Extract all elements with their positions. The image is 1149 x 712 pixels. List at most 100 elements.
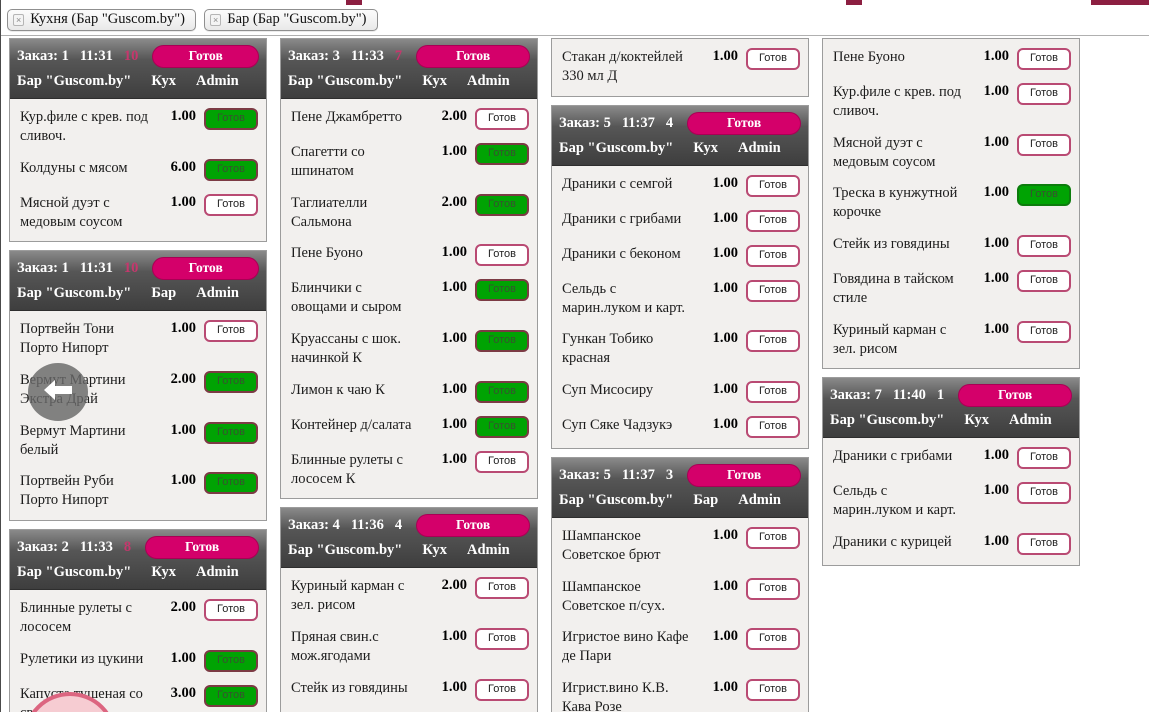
order-header-line: Заказ: 4 11:36 4 Готов xyxy=(288,514,530,538)
item-quantity: 1.00 xyxy=(983,533,1009,550)
item-ready-button[interactable]: Готов xyxy=(1017,533,1071,556)
item-ready-button[interactable]: Готов xyxy=(1017,320,1071,343)
item-ready-button[interactable]: Готов xyxy=(746,679,800,702)
item-ready-button[interactable]: Готов xyxy=(204,599,258,622)
order-item-row: Суп Мисосиру 1.00 Готов xyxy=(552,374,808,409)
item-ready-button[interactable]: Готов xyxy=(475,143,529,165)
item-ready-button[interactable]: Готов xyxy=(204,371,258,394)
item-ready-button[interactable]: Готов xyxy=(746,577,800,600)
board-column-1: Заказ: 1 11:31 10 Готов Бар "Guscom.by" Кух Ad… xyxy=(9,38,267,712)
order-ready-button[interactable]: Готов xyxy=(687,111,801,135)
item-ready-button[interactable]: Готов xyxy=(746,381,800,404)
user-name: Admin xyxy=(466,73,510,89)
order-card-header: Заказ: 4 11:36 4 Готов Бар "Guscom.by" Кух Adm… xyxy=(281,508,537,569)
orders-board: Заказ: 1 11:31 10 Готов Бар "Guscom.by" Кух Ad… xyxy=(9,38,1080,712)
order-ready-button[interactable]: Готов xyxy=(416,45,530,68)
order-item-row: Стакан д/коктейлей 330 мл Д 1.00 Готов xyxy=(552,41,808,92)
tab-bar[interactable]: × Бар (Бар "Guscom.by") xyxy=(204,9,378,31)
item-quantity: 1.00 xyxy=(712,416,738,433)
item-quantity: 1.00 xyxy=(712,628,738,645)
item-ready-button[interactable]: Готов xyxy=(475,244,529,267)
order-items: Куриный карман с зел. рисом 2.00 Готов Прян… xyxy=(281,568,537,712)
item-name: Стейк из говядины xyxy=(833,236,950,253)
item-ready-button[interactable]: Готов xyxy=(204,684,258,707)
item-ready-button[interactable]: Готов xyxy=(475,330,529,353)
item-ready-button[interactable]: Готов xyxy=(1017,482,1071,505)
item-ready-button[interactable]: Готов xyxy=(475,415,529,438)
item-ready-button[interactable]: Готов xyxy=(204,158,258,181)
item-ready-button[interactable]: Готов xyxy=(204,421,258,444)
order-time: 11:33 xyxy=(79,539,113,556)
item-ready-button[interactable]: Готов xyxy=(475,279,529,302)
item-ready-button[interactable]: Готов xyxy=(1017,184,1071,207)
order-item-row: Мясной дуэт с медовым соусом 1.00 Готов xyxy=(10,187,266,238)
item-quantity: 1.00 xyxy=(712,174,738,191)
item-ready-button[interactable]: Готов xyxy=(746,330,800,353)
item-quantity: 1.00 xyxy=(441,330,467,347)
tab-close-icon[interactable]: × xyxy=(13,13,25,26)
order-ready-button[interactable]: Готов xyxy=(958,384,1072,408)
item-name: Шампанское Советское п/сух. xyxy=(562,578,666,614)
item-ready-button[interactable]: Готов xyxy=(1017,133,1071,156)
item-quantity: 1.00 xyxy=(441,678,467,695)
item-ready-button[interactable]: Готов xyxy=(746,527,800,550)
item-ready-button[interactable]: Готов xyxy=(746,244,800,267)
order-ready-button[interactable]: Готов xyxy=(687,464,801,488)
order-ready-button[interactable]: Готов xyxy=(145,536,259,560)
item-ready-button[interactable]: Готов xyxy=(475,678,529,701)
item-ready-button[interactable]: Готов xyxy=(475,108,529,130)
order-ready-button[interactable]: Готов xyxy=(152,257,259,281)
item-ready-button[interactable]: Готов xyxy=(204,320,258,343)
order-card-header: Заказ: 2 11:33 8 Готов Бар "Guscom.by" Кух Adm… xyxy=(10,530,266,591)
clipped-pill-fragment xyxy=(846,0,862,5)
order-ready-button[interactable]: Готов xyxy=(416,514,530,538)
item-ready-button[interactable]: Готов xyxy=(1017,270,1071,293)
item-ready-button[interactable]: Готов xyxy=(475,450,529,473)
item-name: Мясной дуэт с медовым соусом xyxy=(833,134,936,170)
order-time: 11:31 xyxy=(79,260,113,277)
item-ready-button[interactable]: Готов xyxy=(746,209,800,232)
item-ready-button[interactable]: Готов xyxy=(1017,235,1071,258)
user-name: Admin xyxy=(196,285,239,302)
venue-name: Бар "Guscom.by" xyxy=(559,139,674,156)
venue-name: Бар "Guscom.by" xyxy=(830,412,945,429)
order-item-row: Драники с семгой 1.00 Готов xyxy=(552,168,808,203)
item-ready-button[interactable]: Готов xyxy=(746,48,800,70)
item-ready-button[interactable]: Готов xyxy=(1017,48,1071,70)
item-ready-button[interactable]: Готов xyxy=(746,174,800,197)
order-wait-count: 1 xyxy=(936,387,945,404)
order-time: 11:37 xyxy=(621,114,655,131)
item-ready-button[interactable]: Готов xyxy=(475,577,529,600)
item-name: Куриный карман с зел. рисом xyxy=(833,321,947,357)
order-wait-count: 10 xyxy=(123,260,139,277)
item-ready-button[interactable]: Готов xyxy=(204,472,258,495)
item-ready-button[interactable]: Готов xyxy=(475,380,529,403)
item-ready-button[interactable]: Готов xyxy=(746,279,800,302)
item-ready-button[interactable]: Готов xyxy=(204,649,258,672)
item-ready-button[interactable]: Готов xyxy=(746,628,800,651)
item-ready-button[interactable]: Готов xyxy=(475,193,529,216)
item-ready-button[interactable]: Готов xyxy=(475,628,529,651)
tab-kitchen[interactable]: × Кухня (Бар "Guscom.by") xyxy=(7,9,196,31)
item-quantity: 1.00 xyxy=(712,527,738,544)
order-meta-line: Бар "Guscom.by" Кух Admin xyxy=(288,542,530,559)
item-ready-button[interactable]: Готов xyxy=(204,108,258,130)
item-quantity: 1.00 xyxy=(983,235,1009,252)
back-button[interactable] xyxy=(28,363,88,421)
item-ready-button[interactable]: Готов xyxy=(204,193,258,216)
item-name: Портвейн Руби Порто Нипорт xyxy=(20,473,114,509)
user-name: Admin xyxy=(195,73,239,89)
item-ready-button[interactable]: Готов xyxy=(1017,447,1071,470)
venue-name: Бар "Guscom.by" xyxy=(17,564,132,581)
item-name: Драники с грибами xyxy=(562,210,682,227)
station-name: Кух xyxy=(693,139,718,156)
tab-close-icon[interactable]: × xyxy=(210,13,222,26)
item-ready-button[interactable]: Готов xyxy=(1017,83,1071,105)
order-ready-button[interactable]: Готов xyxy=(152,45,259,68)
item-name: Кур.филе с крев. под сливоч. xyxy=(20,109,149,144)
item-quantity: 2.00 xyxy=(441,193,467,210)
station-name: Кух xyxy=(422,542,447,559)
order-card-continuation: Стакан д/коктейлей 330 мл Д 1.00 Готов xyxy=(551,38,809,97)
item-ready-button[interactable]: Готов xyxy=(746,416,800,439)
